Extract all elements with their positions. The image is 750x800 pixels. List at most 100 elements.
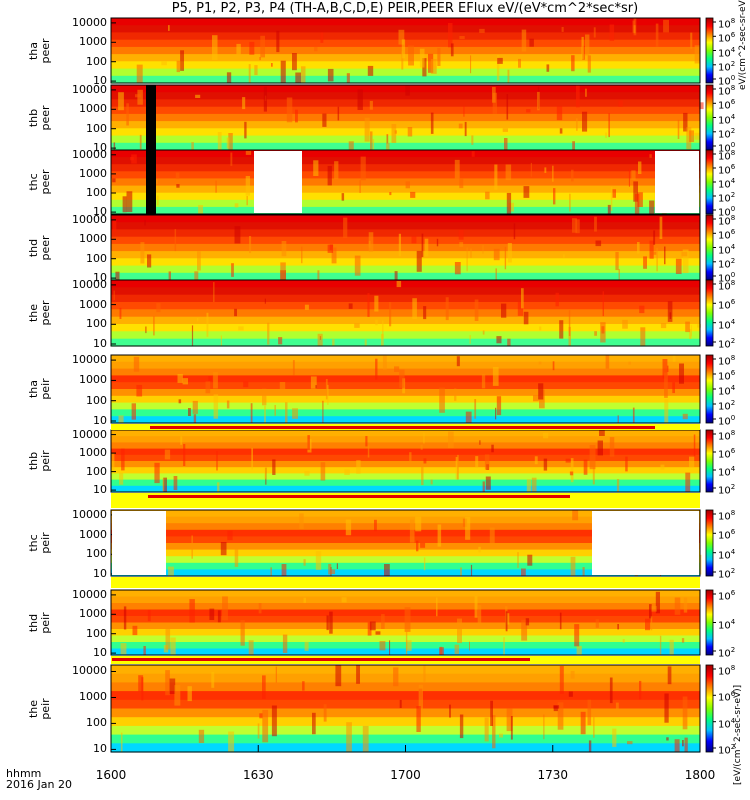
spectrogram-streak <box>156 195 159 206</box>
colorbar-tick-label: 108 <box>718 353 735 367</box>
spectrogram-streak <box>460 567 462 576</box>
spectrogram-band <box>111 32 700 41</box>
spectrogram-streak <box>632 407 635 423</box>
spectrogram-band <box>111 199 700 208</box>
spectrogram-streak <box>132 625 138 636</box>
spectrogram-streak <box>660 323 667 329</box>
spectrogram-streak <box>496 336 502 344</box>
spectrogram-band <box>111 46 700 55</box>
spectrogram-band <box>111 39 700 48</box>
data-gap-white <box>592 511 699 575</box>
spectrogram-streak <box>262 709 269 743</box>
spectrogram-streak <box>259 713 263 719</box>
spectrogram-streak <box>593 27 596 38</box>
spectrogram-streak <box>534 456 538 465</box>
mode-bar-flag <box>112 658 530 661</box>
spectrogram-streak <box>615 702 619 712</box>
spectrogram-streak <box>234 203 239 208</box>
y-tick-label: 10 <box>93 141 107 155</box>
spectrogram-streak <box>156 303 161 313</box>
y-tick-label: 100 <box>86 547 107 561</box>
spectrogram-streak <box>389 640 391 655</box>
spectrogram-streak <box>357 89 363 110</box>
spectrogram-streak <box>120 732 123 752</box>
colorbar-tick-label: 108 <box>718 278 735 292</box>
spectrogram-band <box>111 99 700 108</box>
spectrogram-streak <box>570 556 576 576</box>
spectrogram-streak <box>264 467 267 479</box>
spectrogram-streak <box>410 191 416 198</box>
spectrogram-streak <box>589 445 596 470</box>
spectrogram-streak <box>628 361 631 365</box>
colorbar <box>705 17 714 84</box>
spectrogram-streak <box>286 97 293 123</box>
spectrogram-band <box>111 251 700 259</box>
spectrogram-streak <box>669 639 674 655</box>
spectrogram-streak <box>394 366 400 372</box>
colorbar-tick-exponent: 8 <box>730 214 736 222</box>
spectrogram-streak <box>491 444 494 453</box>
spectrogram-streak <box>683 597 688 613</box>
spectrogram-streak <box>354 323 360 328</box>
spectrogram-streak <box>367 293 370 317</box>
spectrogram-streak <box>322 400 324 423</box>
spectrogram-streak <box>583 459 588 475</box>
spectrogram-streak <box>364 339 367 346</box>
spectrogram-streak <box>672 382 675 394</box>
spectrogram-streak <box>317 333 323 346</box>
spectrogram-streak <box>492 367 499 386</box>
spectrogram-streak <box>597 440 603 456</box>
colorbar-tick-label: 106 <box>718 588 735 602</box>
spectrogram-streak <box>399 699 402 708</box>
spectrogram-streak <box>346 73 350 83</box>
spectrogram-streak <box>645 618 651 631</box>
colorbar-tick-label: 108 <box>718 428 735 442</box>
spectrogram-streak <box>585 88 587 97</box>
spectrogram-streak <box>594 216 597 232</box>
colorbar-tick-exponent: 6 <box>730 528 736 537</box>
spectrogram-streak <box>394 271 398 280</box>
spectrogram-streak <box>176 184 180 188</box>
colorbar-tick-exponent: 0 <box>730 205 736 213</box>
spectrogram-streak <box>304 470 310 476</box>
colorbar-tick-label: 108 <box>718 663 735 677</box>
spectrogram-band <box>111 324 700 332</box>
spectrogram-band <box>111 510 700 518</box>
spectrogram-band <box>111 665 700 675</box>
spectrogram-streak <box>495 407 497 420</box>
spectrogram-streak <box>458 230 464 240</box>
spectrogram-streak <box>521 568 526 576</box>
spectrogram-band <box>111 355 700 363</box>
spectrogram-streak <box>226 137 230 149</box>
colorbar-tick-exponent: 0 <box>730 271 736 279</box>
spectrogram-streak <box>226 400 230 409</box>
spectrogram-band <box>111 157 700 165</box>
spectrogram-streak <box>672 355 676 362</box>
spectrogram-streak <box>315 551 322 570</box>
spectrogram-streak <box>474 399 477 419</box>
spectrogram-streak <box>664 693 669 723</box>
spectrogram-streak <box>301 246 303 264</box>
spectrogram-streak <box>478 546 481 553</box>
spectrogram-band <box>111 54 700 62</box>
colorbar-tick-base: 10 <box>718 401 731 413</box>
spectrogram-streak <box>430 479 433 485</box>
colorbar-tick-base: 10 <box>718 281 731 293</box>
y-tick-label: 10 <box>93 205 107 219</box>
spectrogram-streak <box>690 32 693 49</box>
panel-frame <box>110 354 701 424</box>
spectrogram-streak <box>409 519 415 543</box>
colorbar-tick-label: 106 <box>718 368 735 382</box>
spectrogram-streak <box>295 72 301 83</box>
colorbar-tick-base: 10 <box>718 129 731 141</box>
colorbar-tick-exponent: 8 <box>730 664 736 672</box>
spectrogram-streak <box>178 399 182 404</box>
spectrogram-streak <box>369 100 373 110</box>
colorbar-tick-exponent: 4 <box>730 317 736 326</box>
spectrogram-streak <box>423 306 427 320</box>
spectrogram-streak <box>331 247 337 264</box>
spectrogram-streak <box>600 322 606 343</box>
spectrogram-streak <box>123 606 127 630</box>
spectrogram-streak <box>258 603 262 614</box>
colorbar-tick-base: 10 <box>718 216 731 228</box>
